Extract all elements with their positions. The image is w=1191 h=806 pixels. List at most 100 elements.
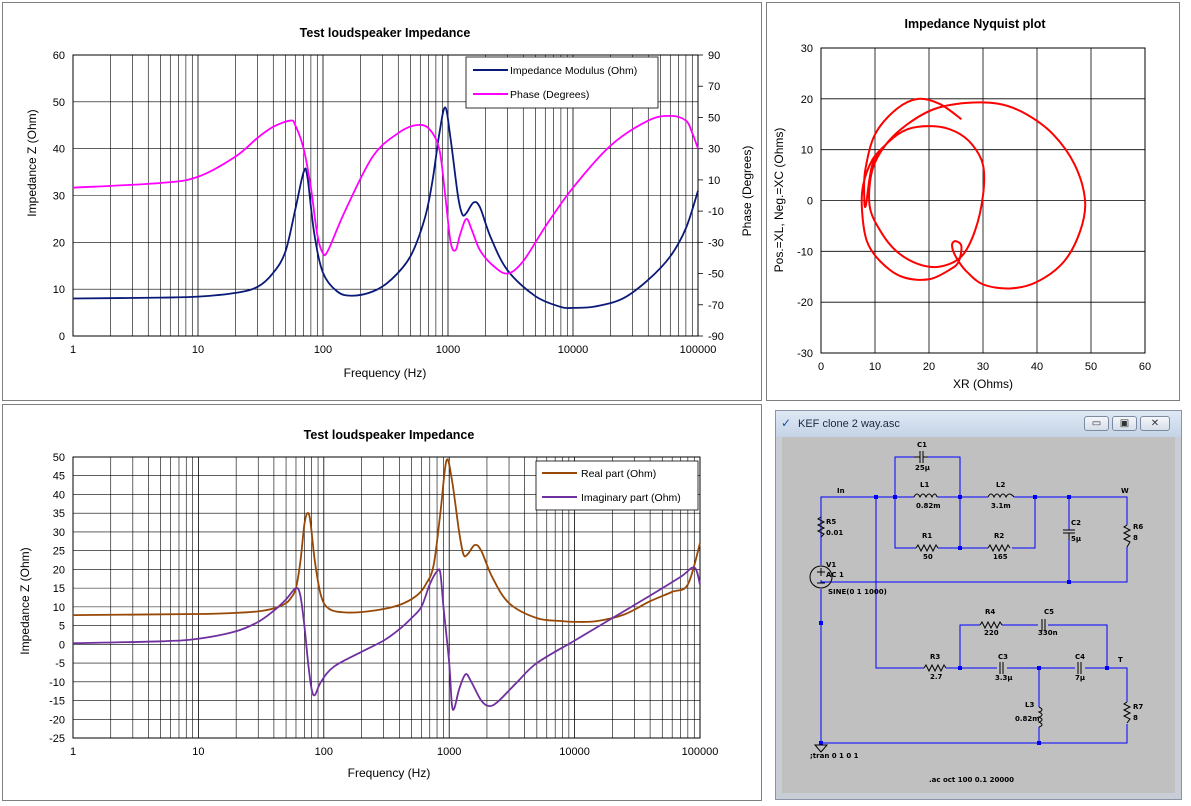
y2-tick-label: -70 bbox=[708, 300, 724, 312]
svg-text:C5: C5 bbox=[1044, 608, 1054, 616]
plot-area bbox=[72, 54, 699, 337]
y-tick-label: -10 bbox=[797, 246, 813, 258]
svg-text:;tran 0 1 0 1: ;tran 0 1 0 1 bbox=[810, 752, 859, 760]
svg-text:2.7: 2.7 bbox=[930, 673, 943, 681]
svg-text:330n: 330n bbox=[1038, 629, 1058, 637]
y-tick-label: 10 bbox=[53, 602, 65, 614]
schematic-drawing: C1 25μ L1 0.82m L2 3.1m In W T R5 0.01 R… bbox=[809, 441, 1143, 784]
svg-text:0.82m: 0.82m bbox=[916, 502, 941, 510]
y2-tick-label: 70 bbox=[708, 81, 720, 93]
series-line-1 bbox=[72, 566, 701, 711]
y-tick-label: -25 bbox=[49, 733, 65, 745]
y-tick-label: 30 bbox=[53, 191, 65, 203]
components bbox=[809, 451, 1132, 753]
chart-title: Test loudspeaker Impedance bbox=[300, 26, 471, 40]
svg-text:C1: C1 bbox=[917, 441, 927, 449]
svg-text:220: 220 bbox=[984, 629, 999, 637]
y-tick-label: -10 bbox=[49, 677, 65, 689]
x-tick-label: 10 bbox=[869, 361, 881, 373]
x-tick-label: 60 bbox=[1139, 361, 1151, 373]
legend-label-imag: Imaginary part (Ohm) bbox=[581, 492, 681, 504]
x-tick-label: 1000 bbox=[437, 746, 461, 758]
svg-text:3.3μ: 3.3μ bbox=[995, 674, 1013, 682]
minimize-button[interactable]: ▭ bbox=[1084, 416, 1109, 431]
y-tick-label: 30 bbox=[801, 43, 813, 55]
x-tick-label: 20 bbox=[923, 361, 935, 373]
svg-text:SINE(0 1 1000): SINE(0 1 1000) bbox=[828, 588, 887, 596]
y-tick-label: -30 bbox=[797, 348, 813, 360]
svg-text:8: 8 bbox=[1133, 714, 1138, 722]
y2-tick-label: 50 bbox=[708, 112, 720, 124]
y-tick-label: 20 bbox=[53, 237, 65, 249]
svg-text:165: 165 bbox=[993, 553, 1008, 561]
x-tick-label: 10000 bbox=[558, 344, 589, 356]
nyquist-curve-0 bbox=[860, 97, 1087, 290]
legend-label-real: Real part (Ohm) bbox=[581, 468, 656, 480]
y-tick-label: 20 bbox=[53, 564, 65, 576]
svg-text:In: In bbox=[837, 487, 845, 495]
y-axis-label: Impedance Z (Ohm) bbox=[25, 109, 39, 216]
legend-label-phase: Phase (Degrees) bbox=[510, 89, 589, 101]
x-tick-label: 10000 bbox=[559, 746, 590, 758]
x-tick-label: 100 bbox=[314, 344, 332, 356]
y2-axis-label: Phase (Degrees) bbox=[740, 146, 754, 237]
real-imag-chart-panel: Test loudspeaker Impedance -25 -20 -15 -10 -… bbox=[2, 404, 762, 801]
y-tick-label: -20 bbox=[49, 714, 65, 726]
x-tick-label: 100000 bbox=[682, 746, 719, 758]
chart-title: Impedance Nyquist plot bbox=[905, 17, 1047, 31]
y-tick-label: 0 bbox=[59, 331, 65, 343]
legend-label-modulus: Impedance Modulus (Ohm) bbox=[510, 65, 637, 77]
x-tick-label: 30 bbox=[977, 361, 989, 373]
plot-area bbox=[820, 47, 1146, 354]
x-tick-label: 100 bbox=[315, 746, 333, 758]
svg-text:C2: C2 bbox=[1071, 519, 1081, 527]
y-tick-label: 35 bbox=[53, 508, 65, 520]
window-titlebar[interactable]: ✓ KEF clone 2 way.asc ▭ ▣ ✕ bbox=[776, 411, 1181, 437]
y2-tick-label: -30 bbox=[708, 237, 724, 249]
ltspice-icon: ✓ bbox=[781, 416, 792, 430]
y-tick-label: 50 bbox=[53, 97, 65, 109]
svg-text:R4: R4 bbox=[985, 608, 995, 616]
x-tick-label: 40 bbox=[1031, 361, 1043, 373]
svg-text:25μ: 25μ bbox=[915, 464, 930, 472]
svg-text:0.82m: 0.82m bbox=[1015, 715, 1040, 723]
impedance-phase-chart-panel: Test loudspeaker Impedance 0 10 20 30 40 50 60… bbox=[2, 2, 762, 401]
y-tick-label: 0 bbox=[59, 639, 65, 651]
y-tick-label: 0 bbox=[807, 196, 813, 208]
junction-dots bbox=[819, 495, 1109, 745]
svg-text:R2: R2 bbox=[994, 532, 1004, 540]
x-tick-label: 50 bbox=[1085, 361, 1097, 373]
y-tick-label: 50 bbox=[53, 452, 65, 464]
y-tick-label: -20 bbox=[797, 297, 813, 309]
schematic-window[interactable]: ✓ KEF clone 2 way.asc ▭ ▣ ✕ bbox=[775, 410, 1182, 800]
x-tick-label: 0 bbox=[818, 361, 824, 373]
y2-tick-label: -10 bbox=[708, 206, 724, 218]
close-button[interactable]: ✕ bbox=[1140, 416, 1170, 431]
svg-text:L2: L2 bbox=[996, 481, 1005, 489]
y2-tick-label: -90 bbox=[708, 331, 724, 343]
y-tick-label: 25 bbox=[53, 546, 65, 558]
schematic-canvas[interactable]: C1 25μ L1 0.82m L2 3.1m In W T R5 0.01 R… bbox=[782, 437, 1175, 793]
series-line-0 bbox=[72, 458, 701, 623]
svg-text:.ac oct 100 0.1 20000: .ac oct 100 0.1 20000 bbox=[929, 776, 1014, 784]
nyquist-chart: Impedance Nyquist plot 0 10 20 30 40 50 60 -30 -… bbox=[772, 17, 1151, 391]
window-title: KEF clone 2 way.asc bbox=[798, 418, 900, 430]
chart-legend bbox=[535, 460, 699, 511]
y-tick-label: 40 bbox=[53, 489, 65, 501]
series-line-0 bbox=[72, 106, 699, 310]
svg-text:50: 50 bbox=[923, 553, 933, 561]
x-axis-label: XR (Ohms) bbox=[953, 377, 1013, 391]
svg-text:3.1m: 3.1m bbox=[991, 502, 1011, 510]
y2-tick-label: -50 bbox=[708, 269, 724, 281]
y-axis-label: Impedance Z (Ohm) bbox=[18, 547, 32, 654]
svg-text:8: 8 bbox=[1133, 534, 1138, 542]
y-axis-label: Pos.=XL, Neg.=XC (Ohms) bbox=[772, 128, 786, 273]
x-axis-label: Frequency (Hz) bbox=[348, 766, 431, 780]
x-tick-label: 1000 bbox=[436, 344, 460, 356]
x-tick-label: 10 bbox=[192, 746, 204, 758]
svg-text:C4: C4 bbox=[1075, 653, 1085, 661]
maximize-button[interactable]: ▣ bbox=[1112, 416, 1137, 431]
y-tick-label: 10 bbox=[53, 284, 65, 296]
wires bbox=[820, 456, 1128, 745]
svg-text:7μ: 7μ bbox=[1075, 674, 1085, 682]
